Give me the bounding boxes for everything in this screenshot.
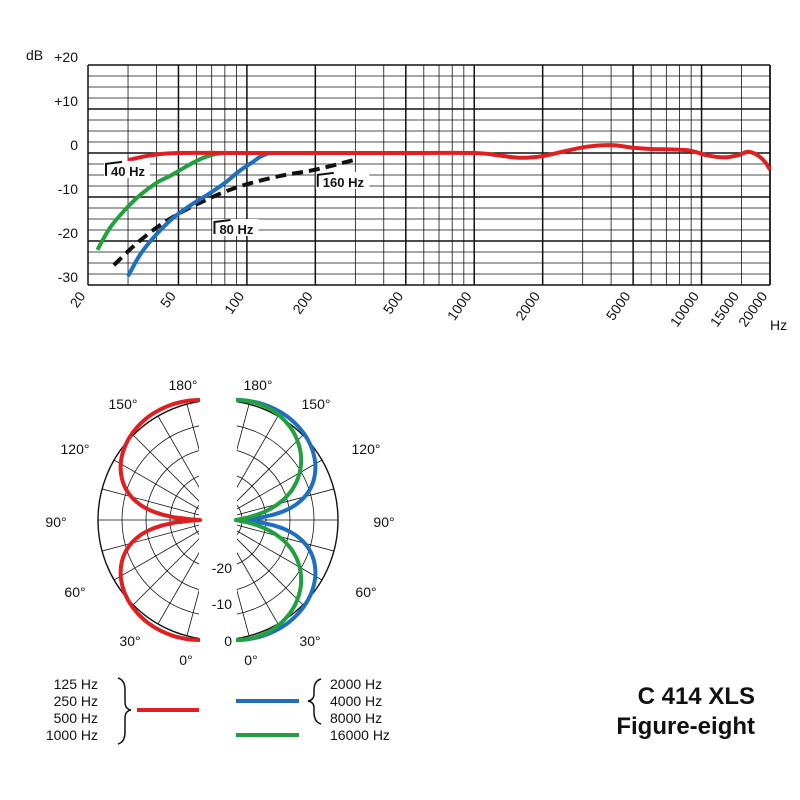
response-curve-1f6fc0	[126, 151, 270, 278]
x-tick-label: 2000	[512, 288, 543, 323]
polar-pattern-chart: 180° 150° 120° 90° 60° 30° 0° 180° 150° 120° 90° 60…	[45, 377, 394, 668]
legend: 125 Hz 250 Hz 500 Hz 1000 Hz 2000 Hz 400…	[46, 676, 390, 745]
response-curve-e02020	[127, 143, 772, 171]
flag-marker	[105, 160, 123, 176]
frequency-response-chart: +20 +10 0 -10 -20 -30 20 50 100 200 500 1000 2000 50…	[26, 47, 787, 333]
angle-label-right: 150°	[302, 396, 331, 412]
angle-label-left: 180°	[169, 377, 198, 393]
angle-label-left: 0°	[179, 652, 192, 668]
flag-marker	[316, 171, 334, 187]
frequency-grid	[87, 64, 771, 286]
flag-label: 40 Hz	[111, 164, 145, 179]
y-tick-label: 0	[70, 137, 78, 153]
flag-background	[315, 171, 370, 189]
flag-label: 80 Hz	[219, 222, 253, 237]
model-pattern: Figure-eight	[616, 713, 755, 740]
y-axis-unit: dB	[26, 47, 43, 63]
y-tick-label: +20	[54, 49, 78, 65]
polar-divider	[199, 395, 237, 655]
radial-label: 0	[224, 633, 232, 649]
legend-brace-left	[117, 677, 132, 745]
polar-curves	[118, 398, 318, 642]
y-tick-label: -10	[58, 181, 78, 197]
y-tick-label: -30	[58, 269, 78, 285]
angle-label-right: 120°	[352, 441, 381, 457]
response-curve-dashed	[112, 157, 356, 267]
x-tick-label: 15000	[707, 288, 743, 329]
x-tick-label: 100	[221, 288, 248, 316]
y-tick-label: +10	[54, 93, 78, 109]
y-axis-ticks: +20 +10 0 -10 -20 -30	[54, 49, 78, 285]
flag-background	[104, 160, 151, 178]
legend-label-250: 250 Hz	[54, 693, 98, 709]
radial-label: -10	[212, 596, 232, 612]
angle-label-right: 90°	[373, 514, 394, 530]
polar-curve-left-e02020	[118, 398, 202, 642]
angle-label-left: 150°	[109, 396, 138, 412]
x-tick-label: 5000	[603, 288, 634, 323]
angle-label-right: 30°	[299, 633, 320, 649]
angle-label-left: 120°	[61, 441, 90, 457]
angle-label-right: 180°	[244, 377, 273, 393]
legend-label-125: 125 Hz	[54, 676, 98, 692]
y-tick-label: -20	[58, 225, 78, 241]
x-tick-label: 200	[289, 288, 316, 316]
legend-label-500: 500 Hz	[54, 710, 98, 726]
angle-label-right: 0°	[244, 652, 257, 668]
response-curves	[95, 143, 772, 278]
angle-label-right: 60°	[355, 584, 376, 600]
polar-spoke	[101, 519, 219, 552]
legend-label-1000: 1000 Hz	[46, 727, 98, 743]
x-axis-unit: Hz	[770, 317, 787, 333]
legend-label-4000: 4000 Hz	[330, 693, 382, 709]
legend-label-2000: 2000 Hz	[330, 676, 382, 692]
x-tick-label: 10000	[667, 288, 703, 329]
flag-background	[212, 219, 259, 236]
x-tick-label: 50	[157, 288, 179, 310]
polar-spoke	[101, 488, 219, 521]
legend-brace-right	[307, 678, 322, 725]
response-curve-22a040	[95, 151, 223, 251]
angle-label-left: 30°	[119, 633, 140, 649]
flag-label: 160 Hz	[323, 175, 365, 190]
polar-labels: 180° 150° 120° 90° 60° 30° 0° 180° 150° 120° 90° 60…	[45, 377, 394, 668]
x-tick-label: 20	[66, 288, 88, 310]
model-name: C 414 XLS	[638, 683, 755, 710]
x-tick-label: 20000	[735, 288, 771, 329]
legend-label-16000: 16000 Hz	[330, 727, 390, 743]
polar-curve-right-22a040	[234, 398, 304, 642]
flag-marker	[213, 219, 231, 234]
legend-label-8000: 8000 Hz	[330, 710, 382, 726]
x-tick-label: 500	[380, 288, 407, 316]
cutoff-flags: 40 Hz 80 Hz 160 Hz	[104, 160, 370, 237]
angle-label-left: 90°	[45, 514, 66, 530]
radial-label: -20	[212, 560, 232, 576]
x-tick-label: 1000	[444, 288, 475, 323]
angle-label-left: 60°	[64, 584, 85, 600]
